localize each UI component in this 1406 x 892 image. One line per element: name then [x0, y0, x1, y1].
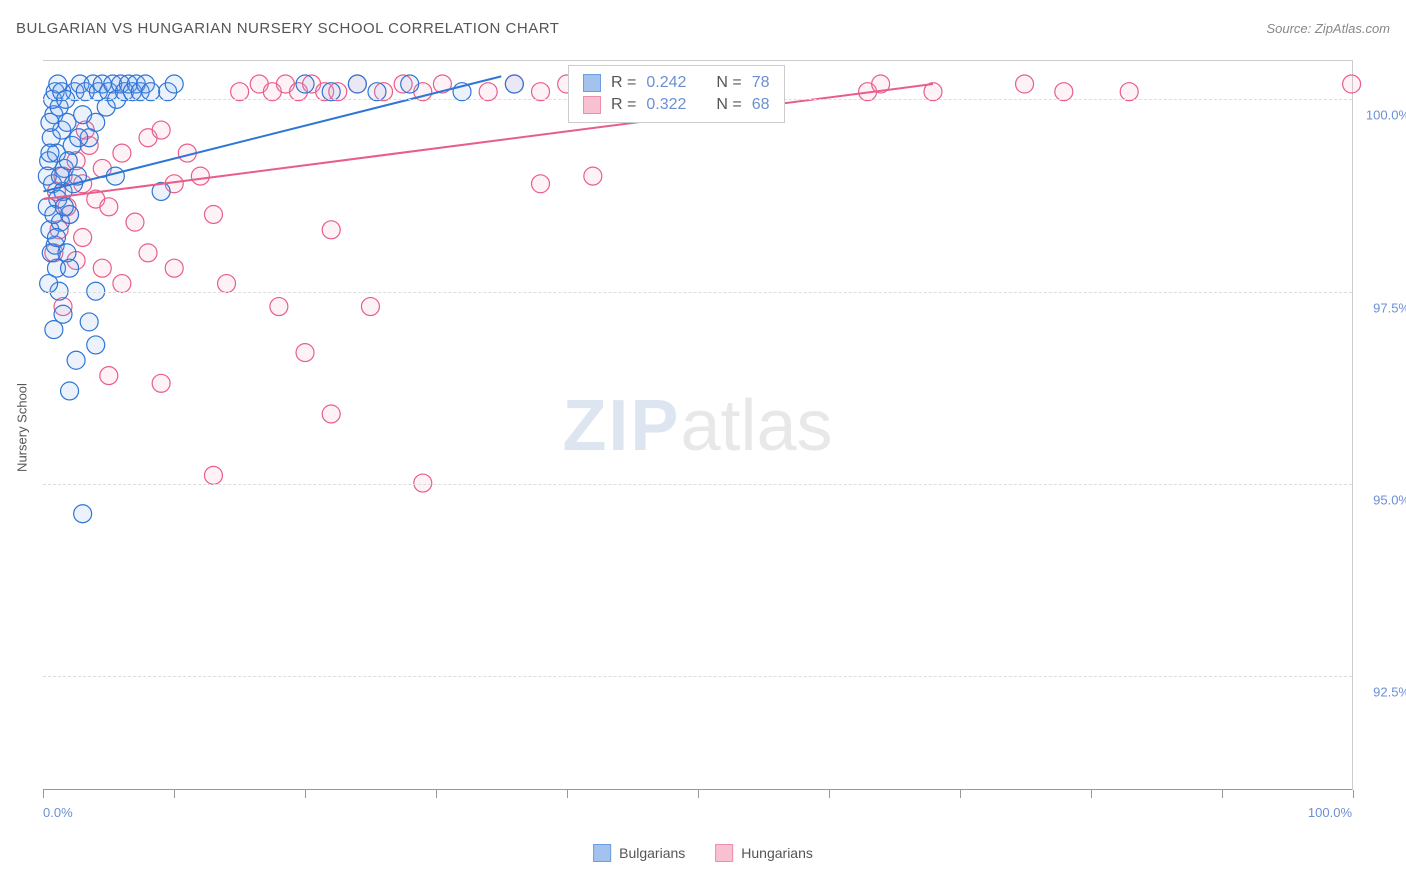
data-point — [322, 221, 340, 239]
r-value-bulgarians: 0.242 — [646, 74, 686, 92]
data-point — [100, 367, 118, 385]
data-point — [67, 351, 85, 369]
x-tick — [1222, 790, 1223, 798]
data-point — [479, 83, 497, 101]
data-point — [106, 167, 124, 185]
data-point — [61, 259, 79, 277]
data-point — [113, 144, 131, 162]
stats-legend-box: R = 0.242 N = 78 R = 0.322 N = 68 — [568, 65, 785, 123]
x-tick — [305, 790, 306, 798]
legend-item-hungarians: Hungarians — [715, 844, 813, 862]
y-tick-label: 100.0% — [1358, 108, 1406, 123]
x-tick — [1353, 790, 1354, 798]
data-point — [142, 83, 160, 101]
swatch-bulgarians — [583, 74, 601, 92]
x-min-label: 0.0% — [43, 805, 73, 820]
n-label: N = — [716, 74, 741, 92]
data-point — [165, 259, 183, 277]
x-tick — [567, 790, 568, 798]
swatch-hungarians — [583, 96, 601, 114]
data-point — [74, 505, 92, 523]
legend-item-bulgarians: Bulgarians — [593, 844, 685, 862]
data-point — [139, 244, 157, 262]
data-point — [1016, 75, 1034, 93]
x-tick — [698, 790, 699, 798]
swatch-bulgarians-icon — [593, 844, 611, 862]
data-point — [61, 382, 79, 400]
r-label: R = — [611, 74, 636, 92]
x-tick — [174, 790, 175, 798]
data-point — [322, 83, 340, 101]
trend-line — [43, 84, 933, 199]
data-point — [45, 321, 63, 339]
data-point — [361, 298, 379, 316]
data-point — [532, 83, 550, 101]
data-point — [348, 75, 366, 93]
x-max-label: 100.0% — [1308, 805, 1352, 820]
data-point — [322, 405, 340, 423]
data-point — [1343, 75, 1361, 93]
y-tick-label: 95.0% — [1358, 492, 1406, 507]
x-tick — [829, 790, 830, 798]
data-point — [165, 75, 183, 93]
y-tick-label: 97.5% — [1358, 300, 1406, 315]
data-point — [80, 313, 98, 331]
data-point — [296, 75, 314, 93]
n-label: N = — [716, 96, 741, 114]
y-axis-label: Nursery School — [15, 383, 30, 472]
x-tick — [43, 790, 44, 798]
data-point — [270, 298, 288, 316]
data-point — [87, 113, 105, 131]
data-point — [74, 229, 92, 247]
data-point — [93, 259, 111, 277]
data-point — [41, 113, 59, 131]
data-point — [41, 144, 59, 162]
data-point — [584, 167, 602, 185]
chart-plot-area: ZIPatlas 92.5%95.0%97.5%100.0% 0.0% 100.… — [43, 60, 1353, 790]
n-value-hungarians: 68 — [752, 96, 770, 114]
chart-title: BULGARIAN VS HUNGARIAN NURSERY SCHOOL CO… — [16, 20, 559, 37]
x-tick — [436, 790, 437, 798]
data-point — [231, 83, 249, 101]
source-label: Source: ZipAtlas.com — [1266, 21, 1390, 36]
data-point — [204, 205, 222, 223]
n-value-bulgarians: 78 — [752, 74, 770, 92]
data-point — [152, 374, 170, 392]
data-point — [204, 466, 222, 484]
data-point — [100, 198, 118, 216]
data-point — [1120, 83, 1138, 101]
data-point — [59, 152, 77, 170]
scatter-svg — [43, 61, 1352, 790]
data-point — [401, 75, 419, 93]
stats-row-bulgarians: R = 0.242 N = 78 — [583, 72, 770, 94]
x-tick — [1091, 790, 1092, 798]
data-point — [113, 275, 131, 293]
data-point — [1055, 83, 1073, 101]
data-point — [152, 121, 170, 139]
data-point — [505, 75, 523, 93]
data-point — [532, 175, 550, 193]
swatch-hungarians-icon — [715, 844, 733, 862]
r-value-hungarians: 0.322 — [646, 96, 686, 114]
data-point — [368, 83, 386, 101]
data-point — [47, 229, 65, 247]
data-point — [126, 213, 144, 231]
x-tick — [960, 790, 961, 798]
bottom-legend: Bulgarians Hungarians — [593, 844, 813, 862]
legend-label-bulgarians: Bulgarians — [619, 845, 685, 861]
data-point — [87, 336, 105, 354]
data-point — [70, 129, 88, 147]
stats-row-hungarians: R = 0.322 N = 68 — [583, 94, 770, 116]
data-point — [55, 198, 73, 216]
data-point — [191, 167, 209, 185]
data-point — [218, 275, 236, 293]
legend-label-hungarians: Hungarians — [741, 845, 813, 861]
gridline — [43, 292, 1352, 293]
gridline — [43, 484, 1352, 485]
data-point — [296, 344, 314, 362]
data-point — [40, 275, 58, 293]
y-tick-label: 92.5% — [1358, 684, 1406, 699]
gridline — [43, 676, 1352, 677]
r-label: R = — [611, 96, 636, 114]
